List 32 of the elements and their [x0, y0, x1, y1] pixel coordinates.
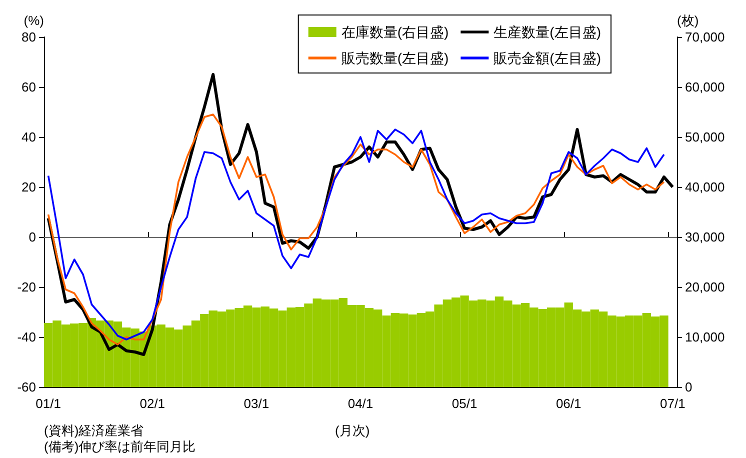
y2-tick-label: 0 — [685, 380, 692, 394]
y-tick-label: -60 — [17, 380, 36, 394]
x-axis-title: (月次) — [335, 423, 370, 438]
y2-tick-label: 60,000 — [685, 80, 725, 94]
legend-label: 販売金額(左目盛) — [494, 50, 602, 66]
y-tick-label: 0 — [28, 230, 36, 244]
text: (資料)経済産業省 — [44, 423, 144, 438]
x-tick-label: 07/1 — [660, 396, 686, 411]
y-tick-label: 40 — [22, 130, 36, 144]
x-tick-label: 02/1 — [140, 396, 166, 411]
x-tick-label: 06/1 — [556, 396, 582, 411]
y-tick-label: -20 — [17, 280, 36, 294]
y-tick-label: -40 — [17, 330, 36, 344]
legend-label: 販売数量(左目盛) — [341, 50, 449, 66]
x-tick-label: 03/1 — [244, 396, 270, 411]
y2-tick-label: 70,000 — [685, 30, 725, 44]
y-tick-label: 20 — [22, 180, 36, 194]
text: (備考)伸び率は前年同月比 — [44, 439, 196, 454]
legend-label: 在庫数量(右目盛) — [341, 24, 449, 40]
y-axis-title: (%) — [24, 13, 44, 28]
y2-tick-label: 30,000 — [685, 230, 725, 244]
y2-tick-label: 20,000 — [685, 280, 725, 294]
y2-axis-title: (枚) — [677, 13, 699, 28]
y-tick-label: 80 — [22, 30, 36, 44]
x-tick-label: 05/1 — [452, 396, 478, 411]
x-tick-label: 04/1 — [348, 396, 374, 411]
x-tick-label: 01/1 — [36, 396, 61, 411]
y2-tick-label: 10,000 — [685, 330, 725, 344]
y-tick-label: 60 — [22, 80, 36, 94]
y2-tick-label: 50,000 — [685, 130, 725, 144]
y2-tick-label: 40,000 — [685, 180, 725, 194]
legend-label: 生産数量(左目盛) — [494, 24, 602, 40]
